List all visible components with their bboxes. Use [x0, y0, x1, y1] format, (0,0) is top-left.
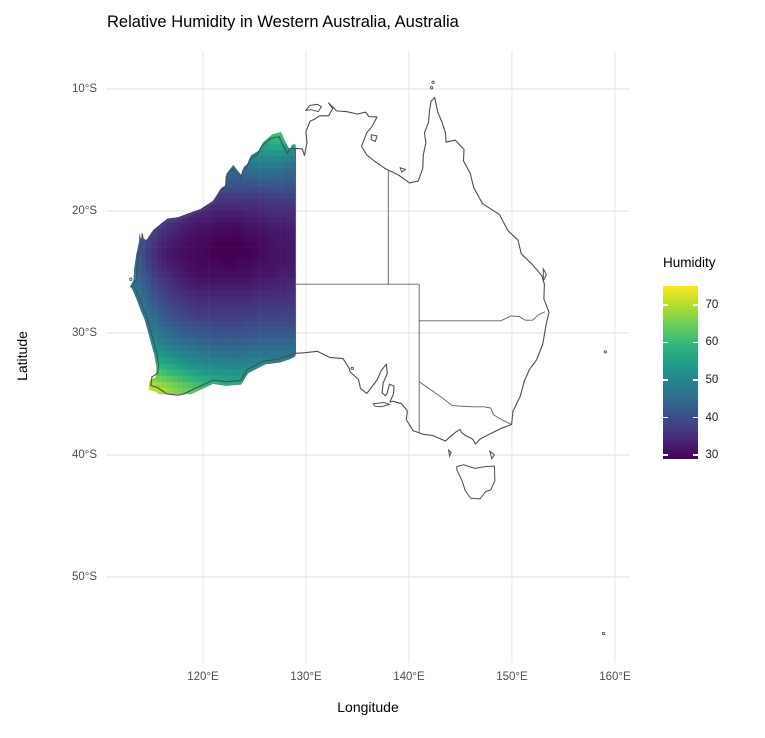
small-island-dot — [350, 366, 354, 371]
x-tick-label: 130°E — [290, 671, 322, 683]
y-tick-label: 30°S — [71, 327, 97, 339]
x-tick-label: 150°E — [496, 671, 528, 683]
legend-tick-label: 50 — [705, 374, 719, 387]
legend-tick-label: 60 — [705, 336, 719, 349]
small-island-dot — [603, 350, 607, 354]
y-tick-label: 50°S — [71, 571, 97, 583]
legend-tick-mark — [663, 341, 668, 344]
legend-tick-mark — [663, 454, 668, 457]
legend-tick-mark — [692, 341, 698, 344]
x-axis-title: Longitude — [337, 699, 399, 715]
state-borders — [295, 148, 546, 432]
small-island-dot — [431, 80, 435, 84]
australia-coastline — [132, 96, 550, 445]
legend-tick-label: 30 — [705, 449, 719, 462]
legend-tick-mark — [663, 379, 668, 381]
legend-tick-label: 70 — [705, 298, 719, 311]
legend-tick-label: 40 — [705, 411, 719, 424]
x-tick-label: 140°E — [393, 671, 425, 683]
small-island-dot — [429, 86, 434, 90]
legend-title: Humidity — [663, 255, 716, 270]
legend-tick-mark — [663, 303, 668, 306]
legend-tick-mark — [692, 379, 698, 381]
legend-tick-mark — [692, 416, 698, 419]
plot-title: Relative Humidity in Western Australia, … — [107, 13, 459, 31]
y-tick-label: 20°S — [71, 205, 97, 217]
humidity-raster — [129, 132, 296, 395]
small-island-dot — [601, 631, 606, 636]
small-island-dot — [129, 277, 133, 281]
x-tick-label: 160°E — [599, 671, 631, 683]
x-tick-label: 120°E — [187, 671, 219, 683]
legend-tick-mark — [692, 303, 698, 306]
legend-tick-mark — [663, 416, 668, 419]
islands — [129, 80, 607, 636]
y-tick-label: 40°S — [71, 449, 97, 461]
legend-colorbar — [663, 286, 698, 459]
y-tick-label: 10°S — [71, 83, 97, 95]
legend-tick-mark — [692, 454, 698, 457]
